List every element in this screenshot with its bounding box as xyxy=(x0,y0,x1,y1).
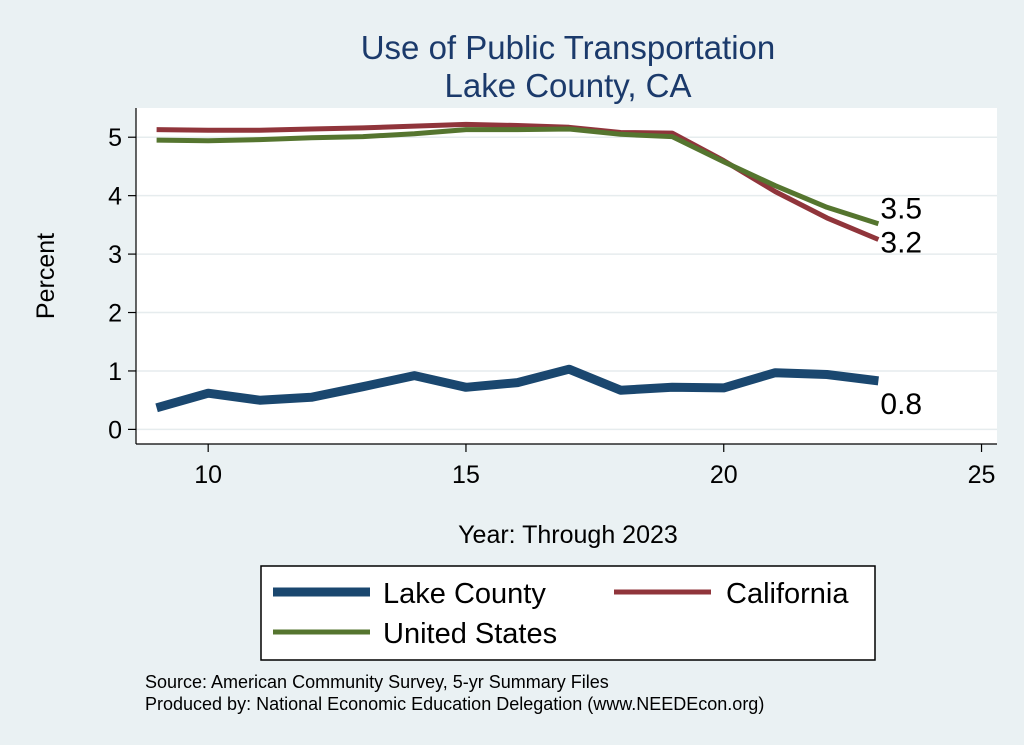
series-lines xyxy=(155,121,880,413)
end-labels: 0.8 3.23.5 xyxy=(880,193,922,421)
legend-label-united-states: United States xyxy=(383,618,557,650)
produced-by-note: Produced by: National Economic Education… xyxy=(145,694,764,714)
plot-area xyxy=(136,108,997,444)
axes: 0 1 2 3 4 5 10 15 20 25 xyxy=(108,108,997,489)
end-label-california: 3.2 xyxy=(880,226,922,259)
y-tick-label-5: 5 xyxy=(108,124,122,152)
y-tick-label-4: 4 xyxy=(108,183,122,211)
y-tick-label-1: 1 xyxy=(108,358,122,386)
series-line-united-states xyxy=(156,126,880,227)
y-tick-label-2: 2 xyxy=(108,300,122,328)
chart-title-line-2: Lake County, CA xyxy=(444,67,691,104)
series-line-california xyxy=(156,121,880,242)
x-tick-label-10: 10 xyxy=(194,461,222,489)
end-label-united-states: 3.5 xyxy=(880,193,922,226)
x-tick-label-15: 15 xyxy=(452,461,480,489)
legend: Lake County California United States xyxy=(260,565,876,661)
series-line-lake-county xyxy=(155,364,879,413)
end-label-lake-county: 0.8 xyxy=(880,388,922,421)
x-tick-label-20: 20 xyxy=(710,461,738,489)
y-tick-label-0: 0 xyxy=(108,416,122,444)
y-axis-title: Percent xyxy=(32,233,60,319)
y-tick-label-3: 3 xyxy=(108,241,122,269)
legend-label-california: California xyxy=(726,578,849,610)
legend-label-lake-county: Lake County xyxy=(383,578,546,610)
x-axis-title: Year: Through 2023 xyxy=(458,521,678,549)
legend-box xyxy=(260,565,876,661)
chart-title-line-1: Use of Public Transportation xyxy=(361,29,776,66)
source-note: Source: American Community Survey, 5-yr … xyxy=(145,672,609,692)
x-tick-label-25: 25 xyxy=(968,461,996,489)
